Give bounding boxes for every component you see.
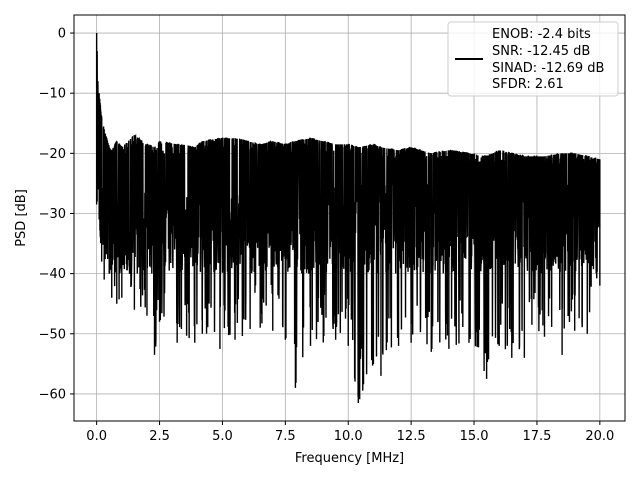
y-tick-label: −10	[39, 87, 66, 102]
x-tick-label: 12.5	[397, 429, 426, 444]
legend-line-snr: SNR: -12.45 dB	[492, 44, 590, 59]
x-axis: 0.0 2.5 5.0 7.5 10.0 12.5 15.0 17.5 20.0	[86, 421, 614, 444]
x-tick-label: 17.5	[522, 429, 551, 444]
x-tick-label: 10.0	[334, 429, 363, 444]
plot-frame	[73, 14, 626, 422]
y-tick-label: −60	[39, 387, 66, 402]
legend: ENOB: -2.4 bits SNR: -12.45 dB SINAD: -1…	[447, 21, 619, 97]
legend-line-sinad: SINAD: -12.69 dB	[492, 61, 604, 76]
y-axis-label: PSD [dB]	[14, 189, 29, 247]
x-tick-label: 2.5	[149, 429, 170, 444]
y-tick-label: −50	[39, 327, 66, 342]
y-tick-label: −20	[39, 147, 66, 162]
x-tick-label: 7.5	[275, 429, 296, 444]
legend-line-sfdr: SFDR: 2.61	[492, 77, 564, 92]
legend-line-enob: ENOB: -2.4 bits	[492, 27, 591, 42]
x-tick-label: 5.0	[212, 429, 233, 444]
y-axis: 0 −10 −20 −30 −40 −50 −60	[39, 27, 74, 402]
x-tick-label: 15.0	[460, 429, 489, 444]
x-tick-label: 20.0	[585, 429, 614, 444]
series-group	[95, 33, 601, 403]
y-tick-label: −30	[39, 207, 66, 222]
x-axis-label: Frequency [MHz]	[295, 451, 404, 466]
y-tick-label: −40	[39, 267, 66, 282]
y-tick-label: 0	[58, 27, 66, 42]
legend-box	[447, 21, 619, 97]
x-tick-label: 0.0	[86, 429, 107, 444]
